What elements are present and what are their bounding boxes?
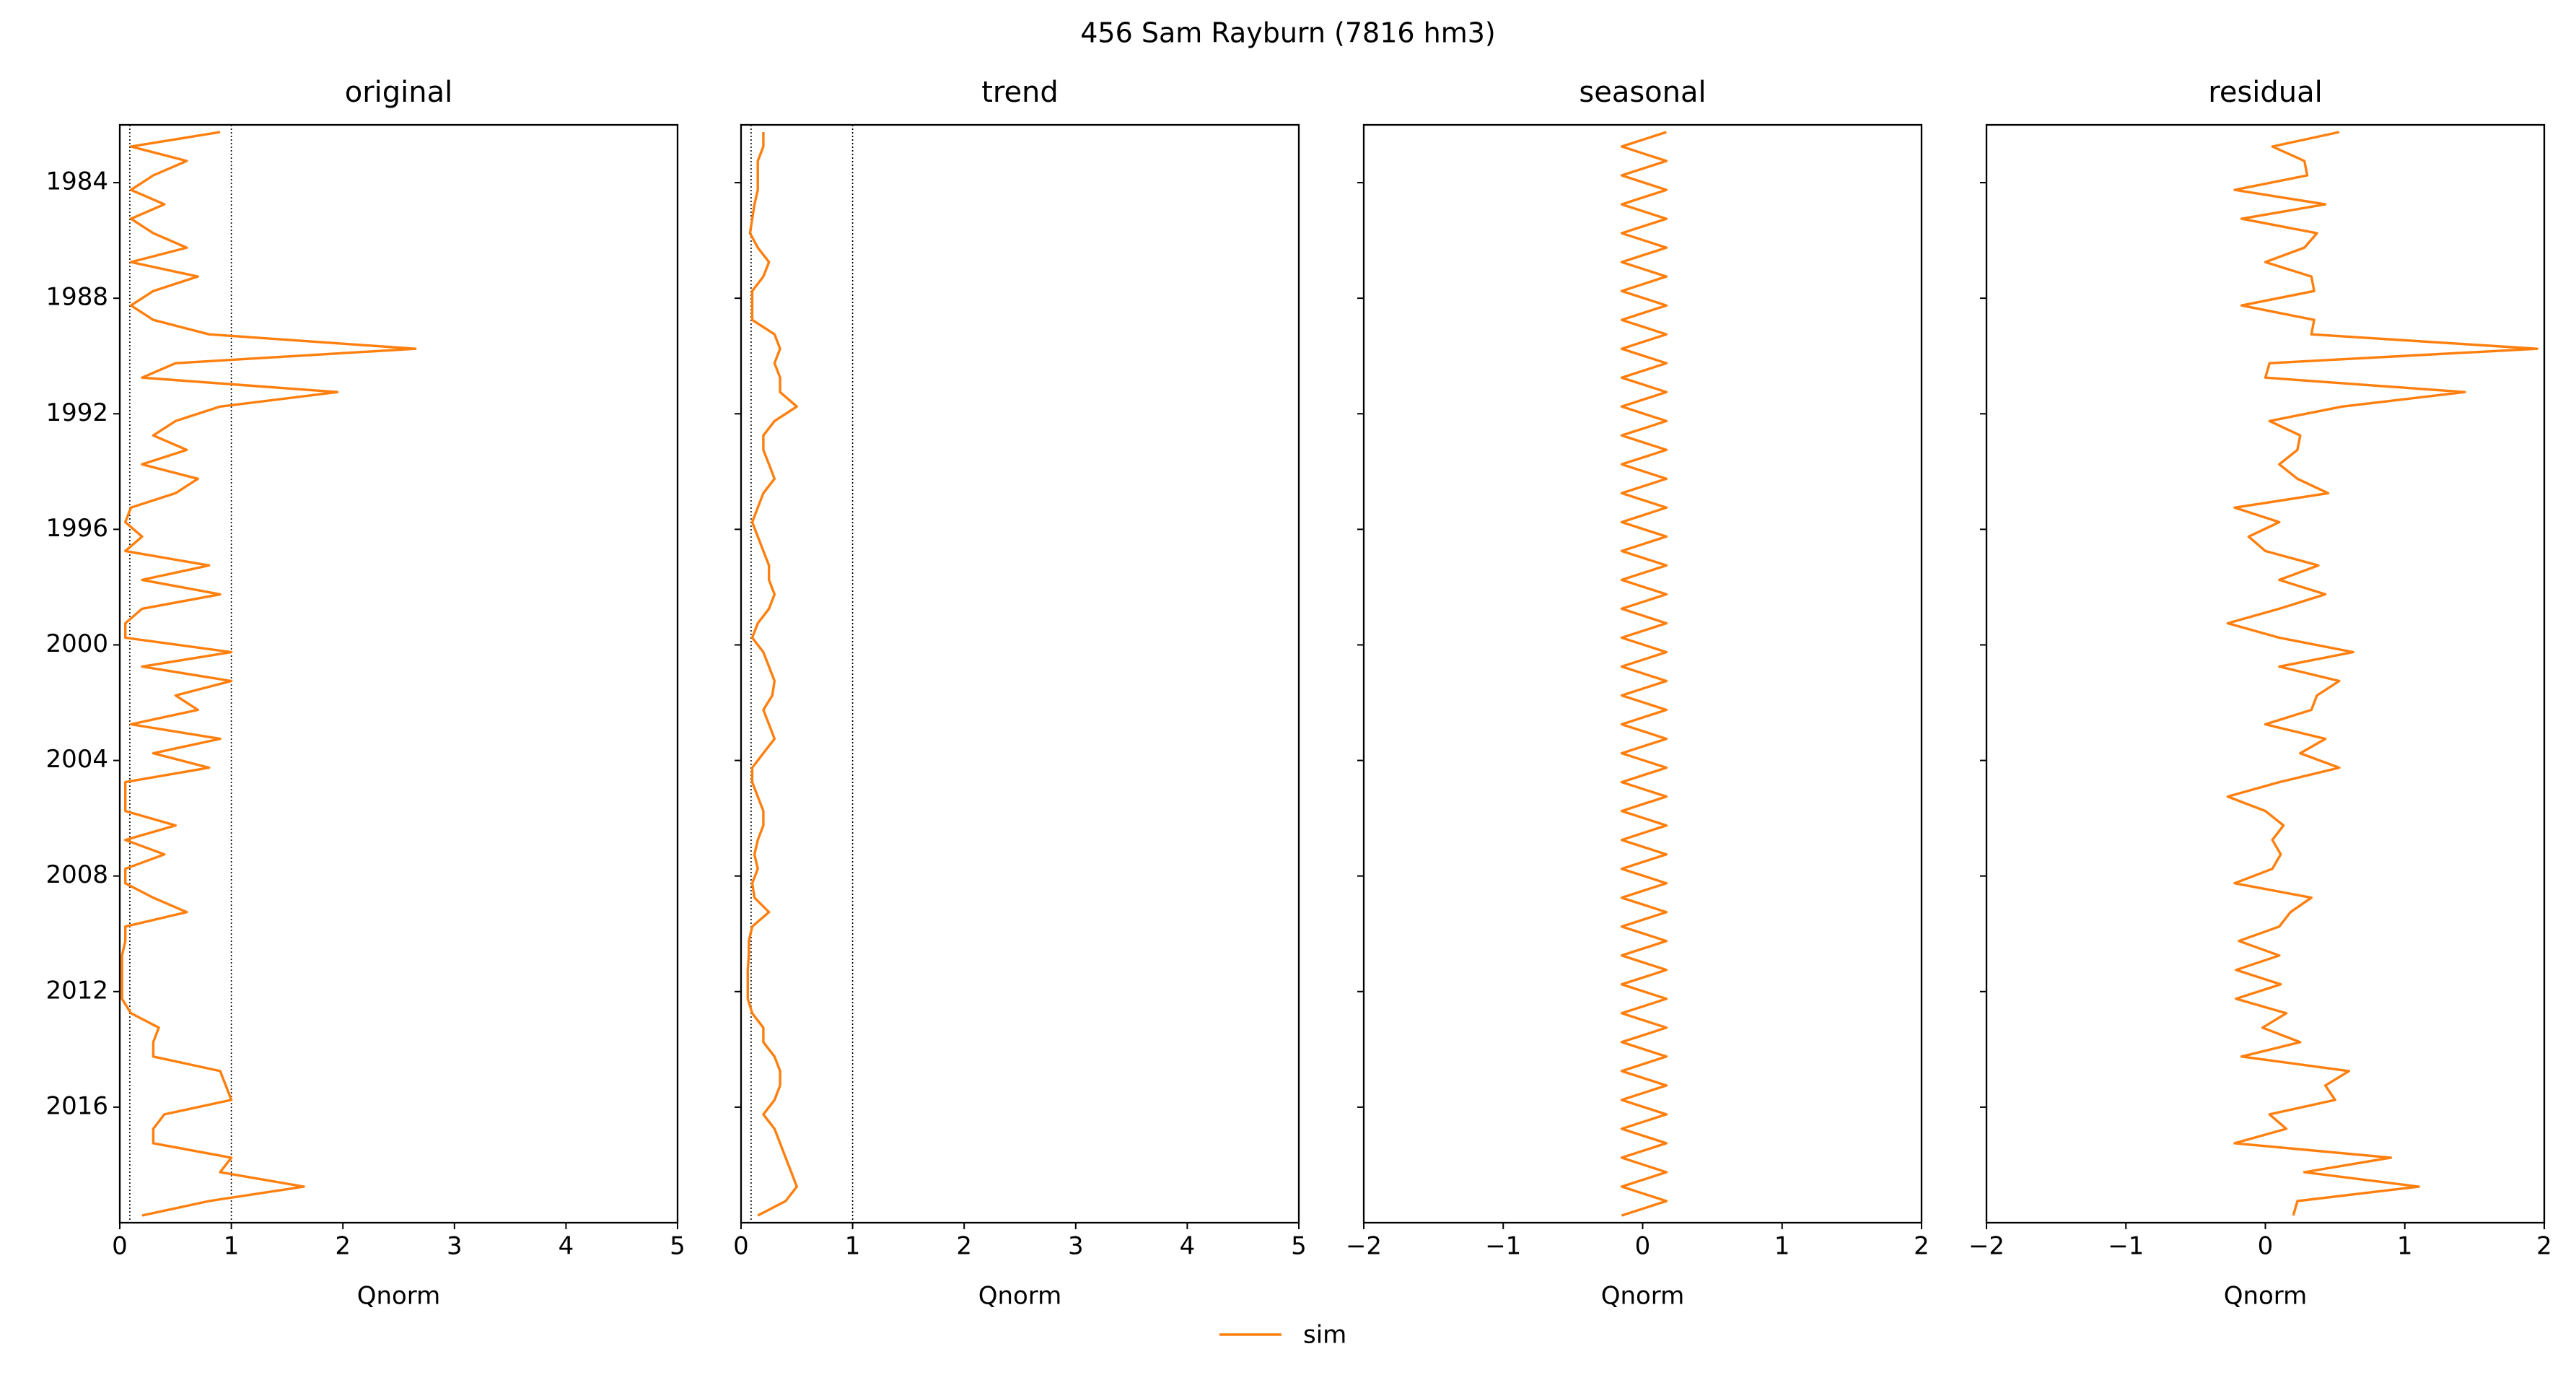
x-tick-label: 5 [1291,1232,1307,1261]
x-tick-label: −2 [1346,1232,1382,1261]
x-tick-label: 0 [2258,1232,2274,1261]
data-line [2226,131,2538,1216]
x-tick-label: 2 [956,1232,972,1261]
panel-title: seasonal [1579,76,1706,109]
x-tick-label: −1 [2108,1232,2144,1261]
x-tick-label: 3 [1068,1232,1084,1261]
x-tick-label: 1 [2397,1232,2413,1261]
y-tick-label: 2016 [45,1091,108,1120]
x-tick-label: 0 [1635,1232,1651,1261]
x-axis-label: Qnorm [2224,1282,2308,1311]
x-tick-label: 1 [845,1232,861,1261]
x-tick-label: 2 [335,1232,351,1261]
x-tick-label: 2 [2536,1232,2552,1261]
x-tick-label: 2 [1914,1232,1929,1261]
x-tick-label: 3 [447,1232,463,1261]
x-tick-label: −1 [1485,1232,1521,1261]
y-tick-label: 2004 [45,745,108,774]
x-tick-label: 4 [1180,1232,1196,1261]
x-axis-label: Qnorm [978,1282,1062,1311]
x-tick-label: 0 [733,1232,749,1261]
axes-frame [1985,123,2546,1224]
panel-title: residual [2208,76,2323,109]
x-axis-label: Qnorm [1601,1282,1685,1311]
axes-frame [118,123,679,1224]
figure-title: 456 Sam Rayburn (7816 hm3) [1080,17,1496,49]
x-tick-label: 5 [670,1232,685,1261]
data-line [746,132,798,1217]
axes-frame [740,123,1300,1224]
data-line [1620,131,1668,1217]
panel-title: original [345,76,453,109]
y-tick-label: 2008 [45,860,108,889]
x-tick-label: 4 [558,1232,574,1261]
x-axis-label: Qnorm [357,1282,441,1311]
x-tick-label: 0 [112,1232,128,1261]
y-tick-label: 1992 [45,398,108,427]
x-tick-label: 1 [1774,1232,1790,1261]
x-tick-label: −2 [1968,1232,2005,1261]
x-tick-label: 1 [224,1232,240,1261]
y-tick-label: 1988 [45,283,108,312]
data-line [121,131,417,1217]
y-tick-label: 2012 [45,976,108,1005]
panel-title: trend [981,76,1059,109]
y-tick-label: 1996 [45,514,108,543]
y-tick-label: 2000 [45,629,108,658]
y-tick-label: 1984 [45,167,108,196]
legend-label: sim [1303,1321,1346,1350]
